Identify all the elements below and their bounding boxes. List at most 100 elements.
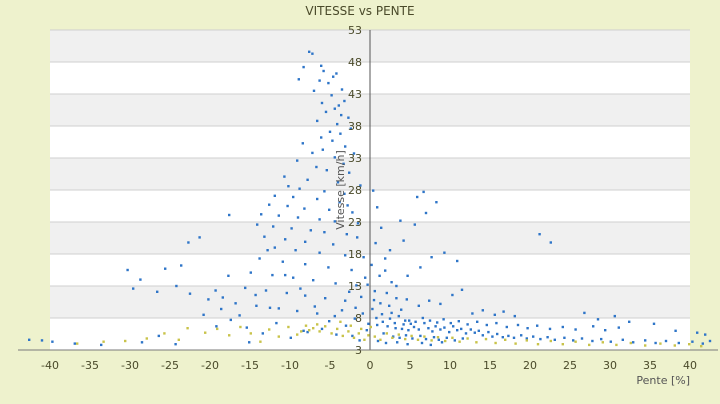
data-point <box>388 304 391 307</box>
data-point <box>380 313 384 316</box>
data-point <box>632 341 635 344</box>
data-point <box>76 342 79 345</box>
data-point <box>592 325 595 328</box>
data-point <box>628 320 631 323</box>
data-point <box>404 319 407 322</box>
data-point <box>355 284 358 287</box>
data-point <box>617 326 620 329</box>
data-point <box>376 339 380 343</box>
x-tick-label: -25 <box>161 359 179 372</box>
data-point <box>364 276 367 279</box>
data-point <box>487 330 490 334</box>
data-point <box>286 204 289 208</box>
data-point <box>312 279 315 282</box>
data-point <box>309 229 312 232</box>
data-point <box>344 145 347 148</box>
data-point <box>427 327 430 330</box>
data-point <box>413 223 416 226</box>
x-tick-label: -40 <box>41 359 59 372</box>
y-axis-label: Vitesse [km/h] <box>334 150 347 230</box>
data-point <box>40 339 44 342</box>
data-point <box>539 337 542 341</box>
y-tick-label: 38 <box>348 120 362 133</box>
data-point <box>320 327 324 331</box>
data-point <box>538 233 541 236</box>
data-point <box>439 328 442 331</box>
data-point <box>451 293 454 297</box>
data-point <box>313 305 316 308</box>
data-point <box>302 65 305 69</box>
data-point <box>398 336 401 339</box>
data-point <box>435 201 438 204</box>
data-point <box>673 344 676 347</box>
data-point <box>287 325 290 329</box>
data-point <box>273 246 276 249</box>
data-point <box>451 336 454 339</box>
data-point <box>644 344 647 347</box>
data-point <box>353 317 356 320</box>
data-point <box>340 113 343 117</box>
data-point <box>548 327 552 331</box>
data-point <box>306 330 309 334</box>
data-point <box>496 332 499 336</box>
data-point <box>588 343 591 347</box>
data-point <box>504 338 507 341</box>
data-point <box>164 267 167 270</box>
data-point <box>419 334 422 338</box>
data-point <box>495 321 498 325</box>
data-point <box>163 332 166 335</box>
data-point <box>400 308 403 311</box>
data-point <box>335 333 338 336</box>
data-point <box>343 192 346 195</box>
data-point <box>429 343 432 347</box>
data-point <box>301 142 304 145</box>
data-point <box>400 327 404 331</box>
data-points <box>28 50 712 348</box>
data-point <box>359 184 362 187</box>
data-point <box>525 339 528 342</box>
data-point <box>308 50 311 53</box>
data-point <box>220 307 223 311</box>
data-point <box>336 181 340 184</box>
data-point <box>132 287 135 290</box>
data-point <box>187 241 190 244</box>
data-point <box>320 101 324 105</box>
data-point <box>604 329 607 332</box>
data-point <box>285 291 288 295</box>
data-point <box>296 216 300 219</box>
data-point <box>255 304 258 307</box>
data-point <box>362 256 365 259</box>
x-tick-label: 10 <box>443 359 457 372</box>
data-point <box>502 310 505 313</box>
data-point <box>296 309 299 313</box>
data-point <box>396 341 399 344</box>
data-point <box>304 240 307 243</box>
data-point <box>354 306 357 309</box>
data-point <box>423 335 426 338</box>
data-point <box>207 298 210 301</box>
data-point <box>100 343 103 347</box>
data-point <box>347 330 350 333</box>
data-point <box>376 323 379 327</box>
x-tick-label: -15 <box>241 359 259 372</box>
data-point <box>327 266 330 269</box>
data-point <box>336 327 339 331</box>
data-point <box>258 257 261 260</box>
data-point <box>297 78 300 81</box>
data-point <box>491 335 494 338</box>
y-tick-label: 18 <box>348 248 362 261</box>
y-tick-label: 28 <box>348 184 362 197</box>
axes <box>18 30 718 351</box>
data-point <box>188 292 192 295</box>
data-point <box>520 334 523 337</box>
data-point <box>357 332 360 335</box>
data-point <box>102 340 105 343</box>
data-point <box>549 339 552 343</box>
data-point <box>442 318 445 321</box>
data-point <box>284 273 287 277</box>
data-point <box>358 339 361 342</box>
data-point <box>532 335 535 338</box>
data-point <box>549 241 552 244</box>
data-point <box>380 226 383 229</box>
